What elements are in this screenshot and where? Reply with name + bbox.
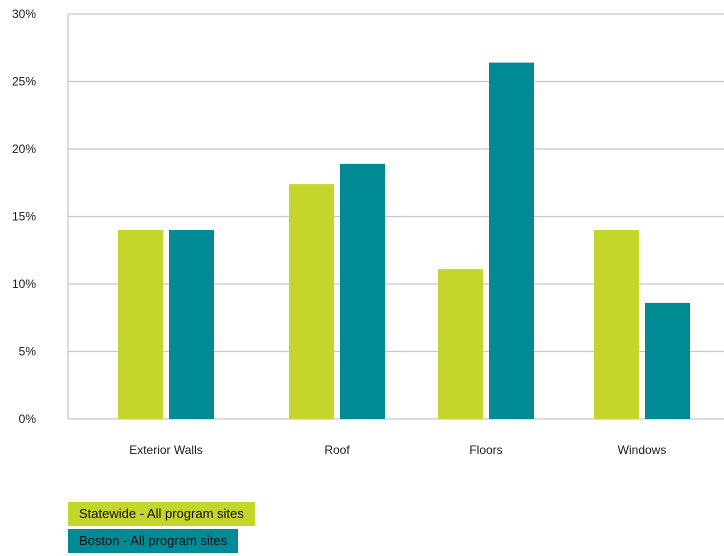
x-category-label: Roof [324, 443, 350, 457]
y-tick-label: 5% [19, 345, 37, 359]
x-category-label: Floors [469, 443, 502, 457]
y-tick-label: 10% [12, 277, 36, 291]
legend-item-statewide: Statewide - All program sites [68, 502, 255, 526]
x-axis-categories: Exterior Walls Roof Floors Windows [129, 443, 666, 457]
legend-item-boston: Boston - All program sites [68, 529, 239, 553]
bar-chart: 0% 5% 10% 15% 20% 25% 30% Exterior Walls Roof Fl… [12, 7, 724, 457]
bar-statewide-floors [438, 269, 483, 419]
y-tick-label: 25% [12, 75, 36, 89]
bar-boston-floors [489, 62, 534, 419]
y-tick-label: 0% [19, 412, 37, 426]
x-category-label: Windows [618, 443, 667, 457]
y-tick-label: 30% [12, 7, 36, 21]
bar-statewide-exterior-walls [118, 230, 163, 419]
bars [118, 62, 690, 419]
bar-boston-exterior-walls [169, 230, 214, 419]
y-tick-label: 15% [12, 210, 36, 224]
bar-boston-windows [645, 302, 690, 419]
bar-boston-roof [340, 163, 385, 419]
y-axis-ticks: 0% 5% 10% 15% 20% 25% 30% [12, 7, 36, 426]
bar-statewide-roof [289, 184, 334, 419]
y-tick-label: 20% [12, 142, 36, 156]
bar-statewide-windows [594, 230, 639, 419]
legend: Statewide - All program sites Boston - A… [68, 502, 255, 556]
x-category-label: Exterior Walls [129, 443, 203, 457]
